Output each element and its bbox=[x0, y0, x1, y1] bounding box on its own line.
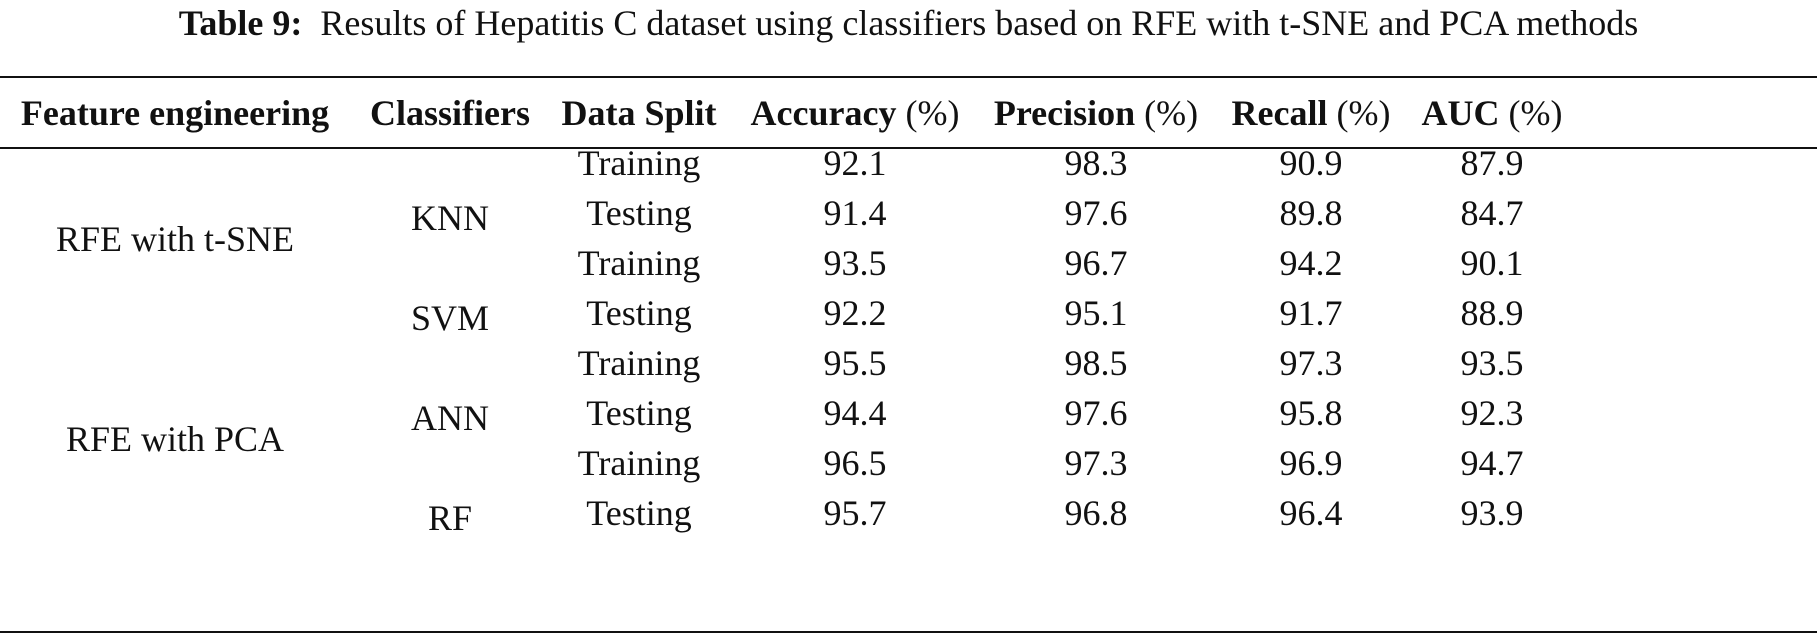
auc-cell: 93.5 bbox=[1460, 343, 1524, 383]
header-accuracy: Accuracy (%) bbox=[740, 90, 970, 136]
header-classifiers-label: Classifiers bbox=[370, 93, 530, 133]
auc-cell: 90.1 bbox=[1460, 243, 1524, 283]
accuracy-cell: 91.4 bbox=[823, 193, 887, 233]
accuracy-cell: 92.1 bbox=[823, 143, 887, 183]
classifier-rf: RF bbox=[427, 498, 473, 538]
classifier-knn: KNN bbox=[411, 198, 489, 238]
precision-cell: 97.6 bbox=[1064, 193, 1128, 233]
header-accuracy-label: Accuracy bbox=[750, 93, 897, 133]
precision-cell: 98.3 bbox=[1064, 143, 1128, 183]
header-precision-unit: (%) bbox=[1144, 93, 1199, 133]
recall-cell: 91.7 bbox=[1279, 293, 1343, 333]
top-rule bbox=[0, 76, 1817, 78]
precision-cell: 98.5 bbox=[1064, 343, 1128, 383]
header-data-split-label: Data Split bbox=[561, 93, 717, 133]
precision-cell: 95.1 bbox=[1064, 293, 1128, 333]
recall-cell: 96.9 bbox=[1279, 443, 1343, 483]
data-split-cell: Training bbox=[577, 143, 701, 183]
header-auc-label: AUC bbox=[1421, 93, 1500, 133]
auc-cell: 88.9 bbox=[1460, 293, 1524, 333]
bottom-rule bbox=[0, 631, 1817, 633]
header-feature-engineering: Feature engineering bbox=[0, 90, 350, 136]
header-classifiers: Classifiers bbox=[355, 90, 545, 136]
data-split-cell: Testing bbox=[586, 293, 692, 333]
precision-cell: 97.6 bbox=[1064, 393, 1128, 433]
table-caption: Table 9: Results of Hepatitis C dataset … bbox=[0, 2, 1817, 44]
header-auc: AUC (%) bbox=[1412, 90, 1572, 136]
precision-cell: 96.7 bbox=[1064, 243, 1128, 283]
data-split-cell: Testing bbox=[586, 393, 692, 433]
accuracy-cell: 93.5 bbox=[823, 243, 887, 283]
header-data-split: Data Split bbox=[548, 90, 730, 136]
accuracy-cell: 92.2 bbox=[823, 293, 887, 333]
data-split-cell: Training bbox=[577, 343, 701, 383]
table-label: Table 9: bbox=[178, 3, 303, 43]
header-accuracy-unit: (%) bbox=[905, 93, 960, 133]
header-precision: Precision (%) bbox=[980, 90, 1212, 136]
accuracy-cell: 96.5 bbox=[823, 443, 887, 483]
header-auc-unit: (%) bbox=[1508, 93, 1563, 133]
data-split-cell: Training bbox=[577, 443, 701, 483]
auc-cell: 93.9 bbox=[1460, 493, 1524, 533]
recall-cell: 95.8 bbox=[1279, 393, 1343, 433]
data-split-cell: Testing bbox=[586, 193, 692, 233]
auc-cell: 94.7 bbox=[1460, 443, 1524, 483]
classifier-ann: ANN bbox=[411, 398, 489, 438]
accuracy-cell: 94.4 bbox=[823, 393, 887, 433]
auc-cell: 87.9 bbox=[1460, 143, 1524, 183]
recall-cell: 97.3 bbox=[1279, 343, 1343, 383]
precision-cell: 96.8 bbox=[1064, 493, 1128, 533]
recall-cell: 94.2 bbox=[1279, 243, 1343, 283]
data-split-cell: Training bbox=[577, 243, 701, 283]
data-split-cell: Testing bbox=[586, 493, 692, 533]
header-recall-unit: (%) bbox=[1336, 93, 1391, 133]
accuracy-cell: 95.7 bbox=[823, 493, 887, 533]
classifier-svm: SVM bbox=[410, 298, 490, 338]
recall-cell: 89.8 bbox=[1279, 193, 1343, 233]
table-title: Results of Hepatitis C dataset using cla… bbox=[320, 3, 1639, 43]
header-rule bbox=[0, 147, 1817, 149]
feature-group-tsne: RFE with t-SNE bbox=[55, 219, 295, 259]
header-recall: Recall (%) bbox=[1218, 90, 1404, 136]
recall-cell: 90.9 bbox=[1279, 143, 1343, 183]
auc-cell: 92.3 bbox=[1460, 393, 1524, 433]
header-recall-label: Recall bbox=[1231, 93, 1328, 133]
recall-cell: 96.4 bbox=[1279, 493, 1343, 533]
precision-cell: 97.3 bbox=[1064, 443, 1128, 483]
header-precision-label: Precision bbox=[993, 93, 1136, 133]
accuracy-cell: 95.5 bbox=[823, 343, 887, 383]
auc-cell: 84.7 bbox=[1460, 193, 1524, 233]
header-feature-engineering-label: Feature engineering bbox=[20, 93, 330, 133]
feature-group-pca: RFE with PCA bbox=[65, 419, 285, 459]
